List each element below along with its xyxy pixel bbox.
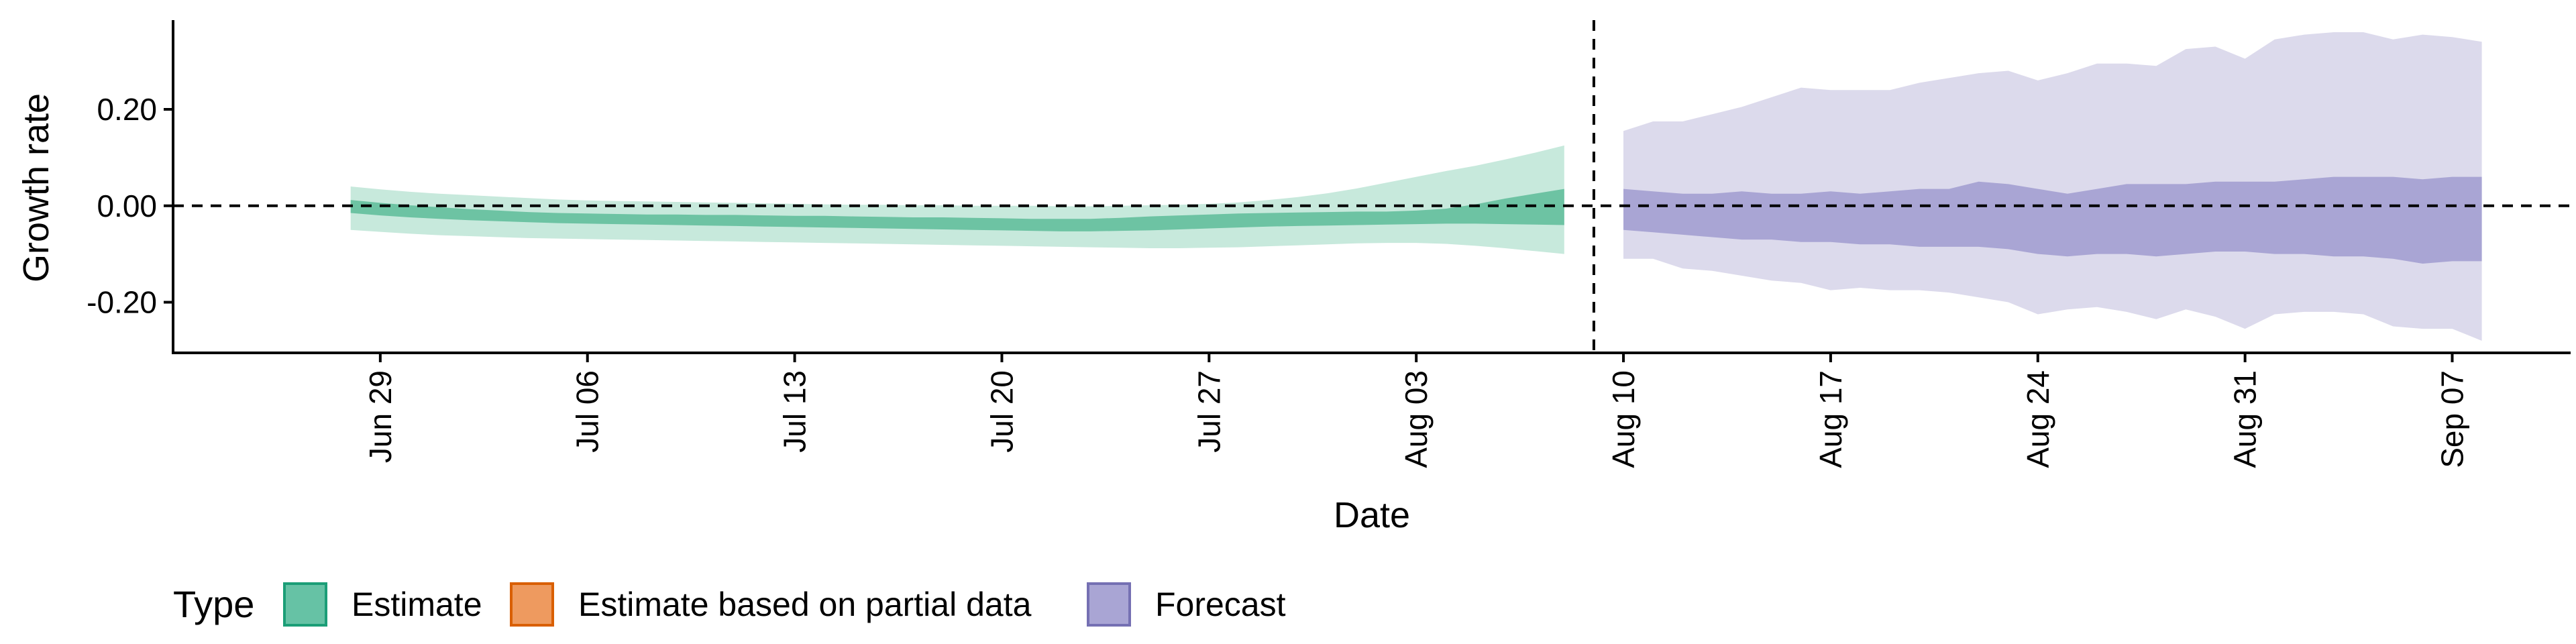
x-tick-label: Aug 31 xyxy=(2228,370,2263,468)
x-tick-label: Jul 06 xyxy=(570,370,605,453)
x-tick-label: Jul 13 xyxy=(777,370,812,453)
legend-label-forecast: Forecast xyxy=(1155,586,1286,623)
y-axis-title: Growth rate xyxy=(16,93,56,282)
y-tick-label: 0.00 xyxy=(97,189,157,223)
legend-label-estimate: Estimate xyxy=(352,586,482,623)
y-tick-label: -0.20 xyxy=(87,285,157,320)
x-tick-label: Jul 20 xyxy=(984,370,1019,453)
x-tick-label: Sep 07 xyxy=(2435,370,2470,468)
legend-key-estimate-based-on-partial-data xyxy=(510,582,554,627)
forecast-inner-band xyxy=(1623,176,2482,264)
x-tick-label: Aug 17 xyxy=(1813,370,1848,468)
legend-key-forecast xyxy=(1087,582,1131,627)
x-tick-label: Jul 27 xyxy=(1191,370,1226,453)
forecast-bands-layer xyxy=(350,32,2482,341)
x-tick-label: Aug 03 xyxy=(1399,370,1434,468)
forecast-outer-band xyxy=(1623,32,2482,341)
x-tick-label: Aug 24 xyxy=(2021,370,2055,468)
reference-lines-layer xyxy=(173,20,2571,353)
x-axis-title: Date xyxy=(1334,495,1410,535)
x-tick-label: Jun 29 xyxy=(363,370,398,463)
estimate-outer-band xyxy=(350,145,1564,254)
y-tick-label: 0.20 xyxy=(97,92,157,127)
legend-title: Type xyxy=(173,583,254,625)
estimate-inner-band xyxy=(350,189,1564,231)
legend-items: Estimate Estimate based on partial data Fo… xyxy=(283,582,1286,627)
legend-label-estimate-based-on-partial-data: Estimate based on partial data xyxy=(578,586,1032,623)
x-tick-label: Aug 10 xyxy=(1606,370,1641,468)
legend: Type Estimate Estimate based on partial d… xyxy=(173,582,1286,627)
axes-layer: -0.20 0.00 0.20 Jun 29 Jul 06 Jul 13 Jul 20 Jul… xyxy=(87,20,2571,468)
legend-key-estimate xyxy=(283,582,327,627)
